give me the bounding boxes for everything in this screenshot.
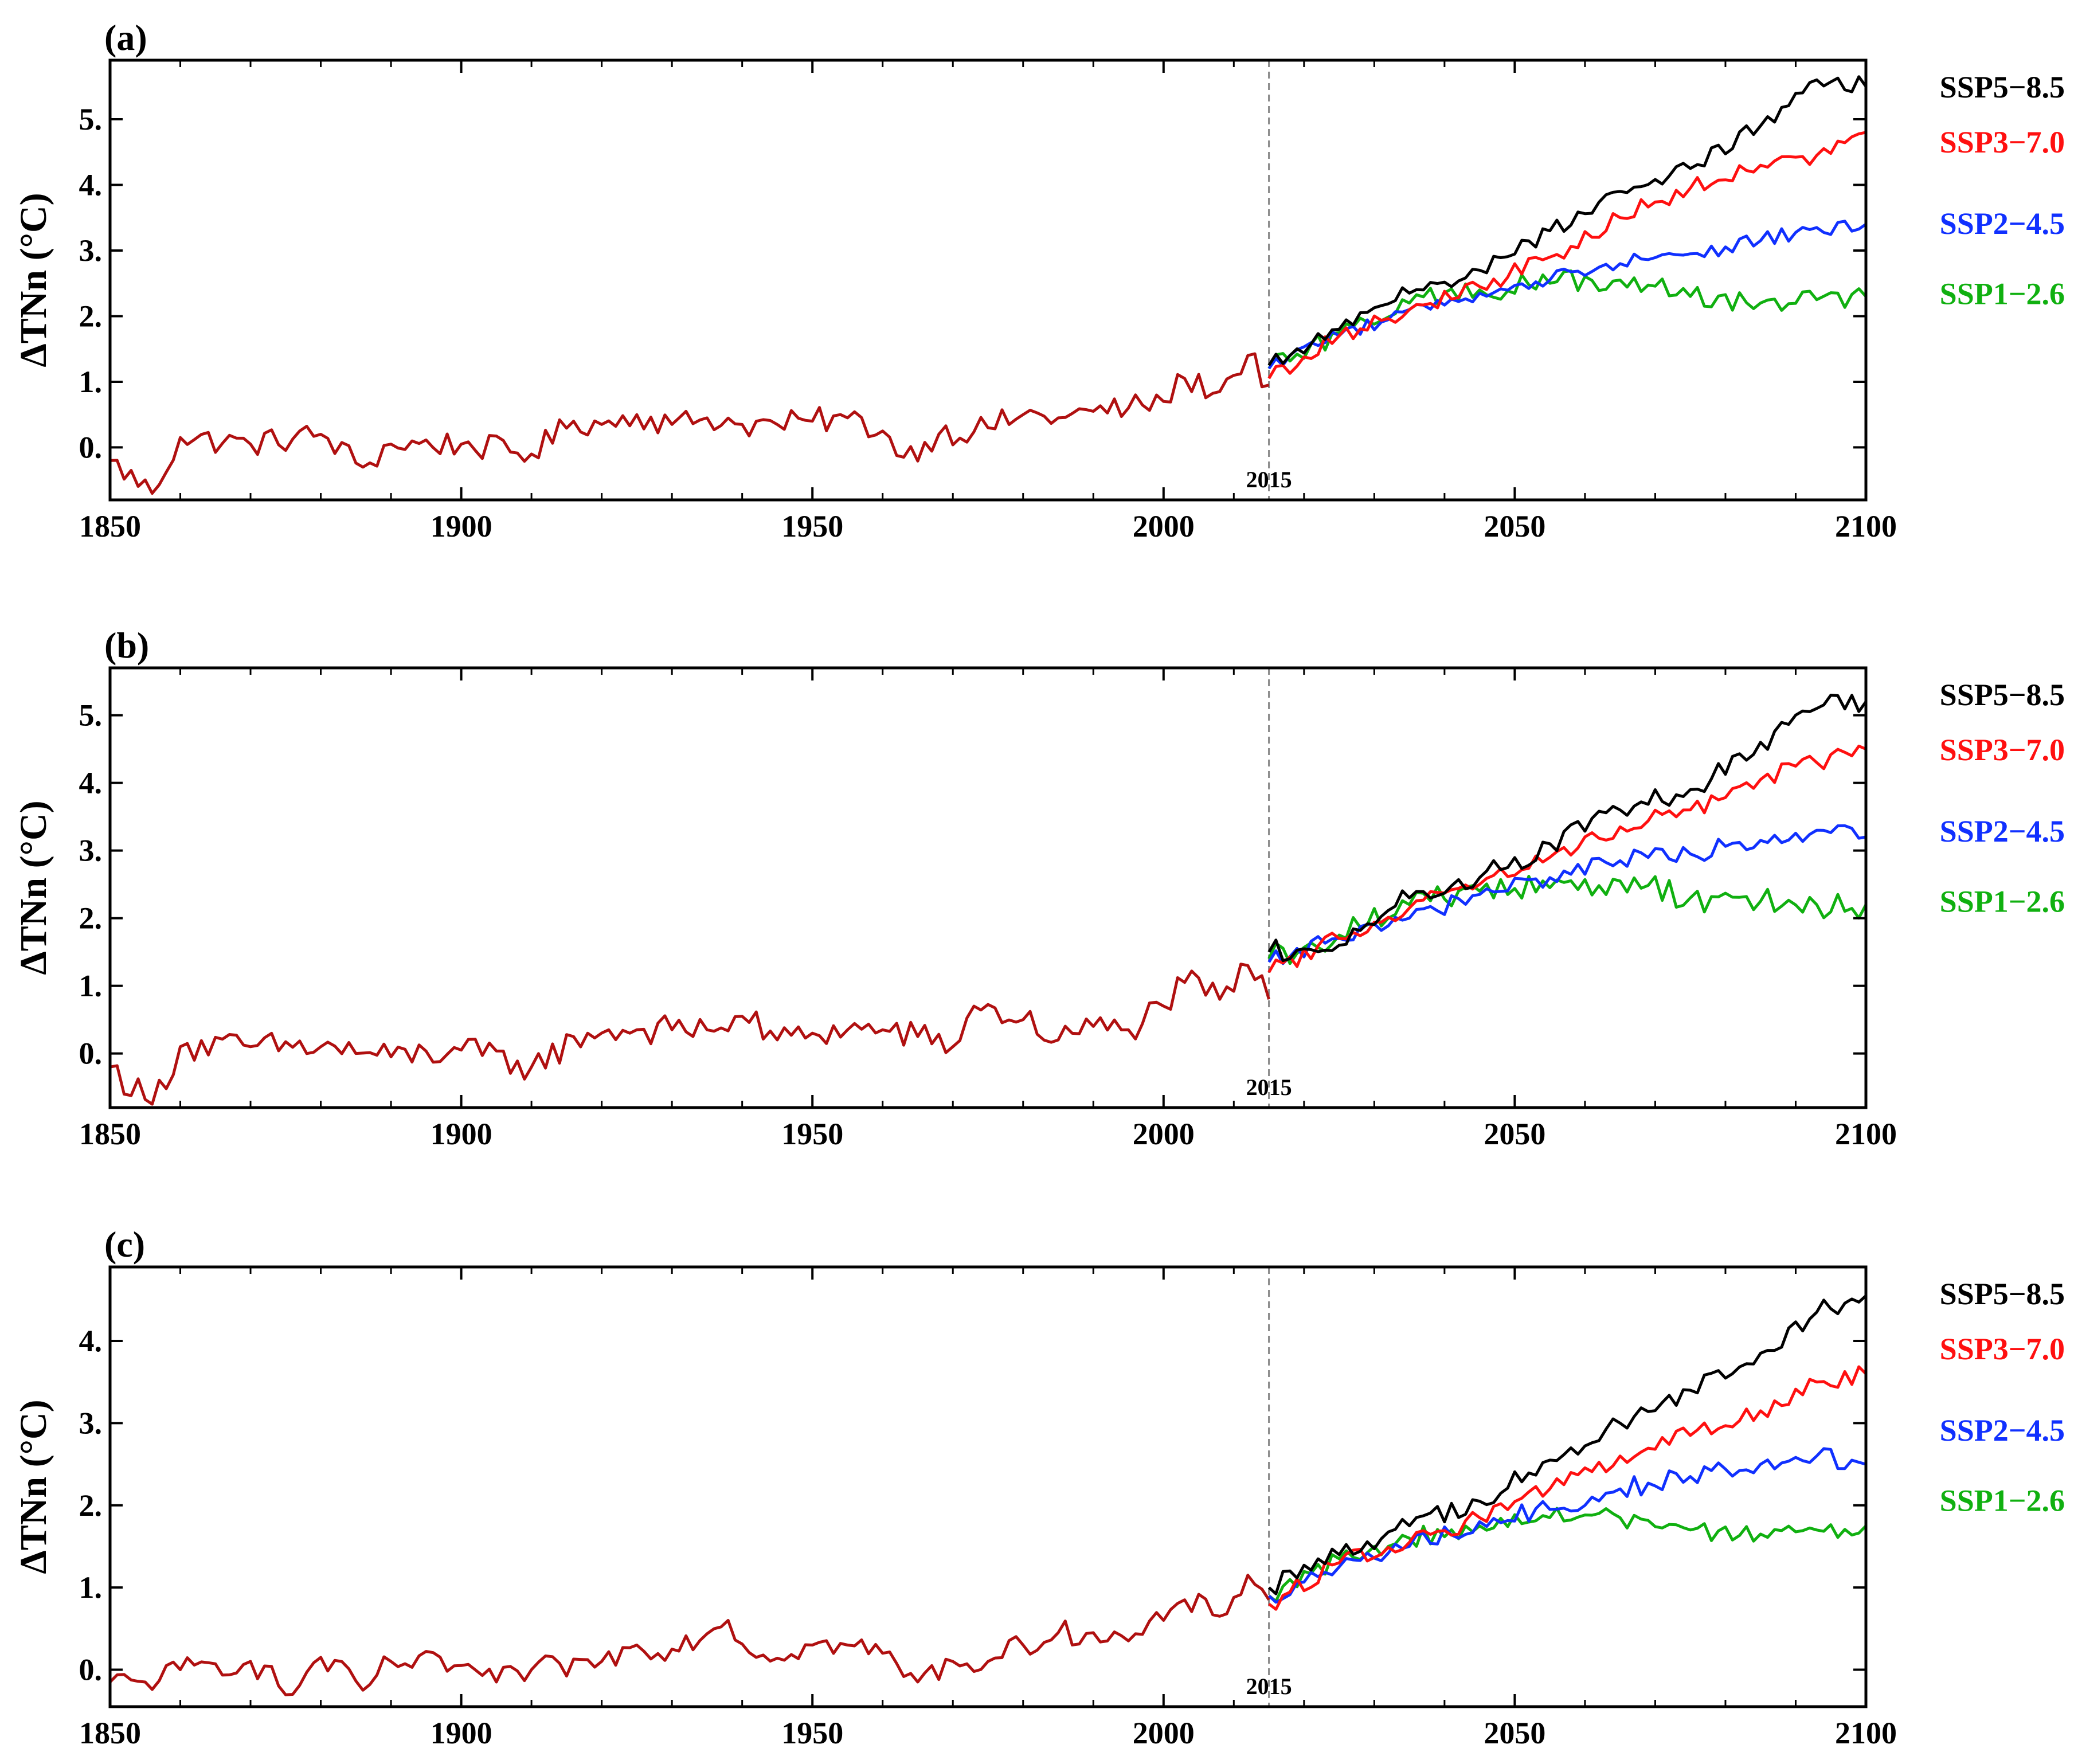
legend-entry: SSP2−4.5 [1940,1413,2065,1448]
x-tick-label: 1950 [781,1117,843,1151]
y-tick-label: 5. [79,698,103,733]
x-tick-label: 2100 [1835,1117,1897,1151]
legend-entry: SSP3−7.0 [1940,1332,2065,1366]
series-line-ssp245 [1267,1447,1866,1604]
y-tick-label: 3. [79,834,103,868]
panel-label: (a) [104,17,147,58]
y-tick-label: 3. [79,1406,103,1440]
panel-c: 2015 1850 1900 1950 2000 2050 2100 0. 1. 2. 3. 4. ΔT… [13,1224,2065,1750]
legend-entry: SSP3−7.0 [1940,733,2065,767]
series-lines [110,75,1866,495]
x-tick-label: 1950 [781,1716,843,1750]
y-tick-label: 2. [79,901,103,936]
legend-entry: SSP3−7.0 [1940,125,2065,159]
x-tick-label: 2100 [1835,1716,1897,1750]
legend-entry: SSP5−8.5 [1940,1277,2065,1311]
x-tick-label: 1850 [79,509,141,543]
legend-entry: SSP2−4.5 [1940,814,2065,848]
series-line-ssp585 [1267,1294,1866,1595]
series-line-ssp126 [1267,269,1866,370]
panel-b: 2015 1850 1900 1950 2000 2050 2100 0. 1. 2. 3. 4. 5.… [13,625,2065,1151]
legend-entry: SSP2−4.5 [1940,206,2065,241]
panel-a: 2015 1850 1900 1950 2000 2050 2100 0. 1. 2. 3. 4. 5.… [13,17,2065,543]
legend-entry: SSP5−8.5 [1940,70,2065,104]
y-tick-label: 2. [79,299,103,333]
series-line-historical [110,1574,1270,1696]
reference-year-label: 2015 [1246,1673,1292,1699]
x-tick-label: 2050 [1484,1716,1545,1750]
series-line-ssp370 [1267,744,1866,973]
x-tick-label: 1850 [79,1117,141,1151]
x-tick-label: 2100 [1835,509,1897,543]
series-line-ssp245 [1267,220,1866,370]
x-tick-label: 1850 [79,1716,141,1750]
panel-label: (c) [104,1224,145,1265]
y-tick-label: 0. [79,1037,103,1071]
y-tick-label: 4. [79,1324,103,1358]
reference-year-label: 2015 [1246,1074,1292,1100]
y-axis-label: ΔTNn (°C) [13,800,54,975]
y-tick-label: 1. [79,1570,103,1605]
legend-entry: SSP5−8.5 [1940,678,2065,712]
y-tick-label: 0. [79,1652,103,1687]
y-tick-label: 4. [79,766,103,800]
series-lines [110,694,1866,1106]
y-tick-label: 1. [79,365,103,399]
series-line-ssp370 [1267,131,1866,380]
y-tick-label: 0. [79,430,103,464]
legend-entry: SSP1−2.6 [1940,885,2065,919]
x-tick-label: 1900 [431,1117,492,1151]
series-line-ssp126 [1268,1507,1866,1603]
x-tick-label: 2000 [1133,1716,1195,1750]
series-line-ssp245 [1267,824,1866,965]
plot-frame [108,666,1868,1109]
series-line-ssp585 [1267,75,1866,366]
legend-entry: SSP1−2.6 [1940,1484,2065,1518]
y-tick-label: 4. [79,168,103,202]
plot-frame [108,1265,1868,1708]
panel-label: (b) [104,625,149,666]
x-tick-label: 2050 [1484,509,1545,543]
x-tick-label: 2000 [1133,509,1195,543]
x-tick-label: 1900 [431,509,492,543]
series-line-ssp370 [1268,1365,1866,1611]
series-line-ssp126 [1267,875,1866,965]
x-tick-label: 2050 [1484,1117,1545,1151]
y-axis-label: ΔTNn (°C) [13,193,54,367]
y-axis-label: ΔTNn (°C) [13,1399,54,1574]
y-tick-label: 5. [79,102,103,136]
series-lines [110,1294,1866,1696]
y-tick-label: 3. [79,233,103,268]
reference-year-label: 2015 [1246,467,1292,492]
x-tick-label: 1900 [431,1716,492,1750]
legend-entry: SSP1−2.6 [1940,277,2065,311]
x-tick-label: 2000 [1133,1117,1195,1151]
series-line-ssp585 [1267,694,1866,963]
plot-frame [108,58,1868,502]
x-tick-label: 1950 [781,509,843,543]
y-tick-label: 2. [79,1488,103,1523]
series-line-historical [110,963,1270,1106]
series-line-historical [110,352,1270,495]
y-tick-label: 1. [79,969,103,1003]
